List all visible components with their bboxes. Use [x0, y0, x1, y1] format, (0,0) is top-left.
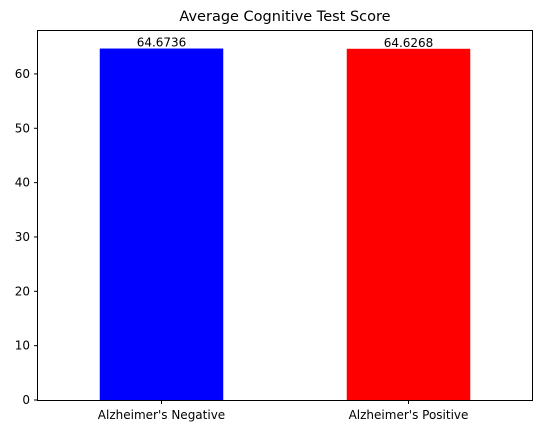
y-tick-label: 40: [15, 176, 30, 190]
bar: [99, 48, 224, 400]
bars-layer: [99, 48, 471, 400]
x-tick-label: Alzheimer's Positive: [349, 408, 469, 422]
chart-title: Average Cognitive Test Score: [179, 9, 390, 25]
y-tick-label: 30: [15, 230, 30, 244]
data-labels-layer: 64.6736 64.6268: [137, 36, 434, 50]
y-tick-label: 10: [15, 339, 30, 353]
plot-frame: [37, 30, 533, 401]
y-axis: 0 10 20 30 40 50 60: [15, 67, 38, 407]
x-tick-label: Alzheimer's Negative: [98, 408, 225, 422]
y-tick-label: 0: [22, 393, 30, 407]
y-tick-label: 50: [15, 121, 30, 135]
data-label: 64.6736: [137, 36, 187, 50]
bar: [346, 48, 471, 400]
y-tick-label: 20: [15, 284, 30, 298]
data-label: 64.6268: [384, 36, 434, 50]
x-axis: Alzheimer's Negative Alzheimer's Positive: [98, 400, 469, 422]
y-tick-label: 60: [15, 67, 30, 81]
